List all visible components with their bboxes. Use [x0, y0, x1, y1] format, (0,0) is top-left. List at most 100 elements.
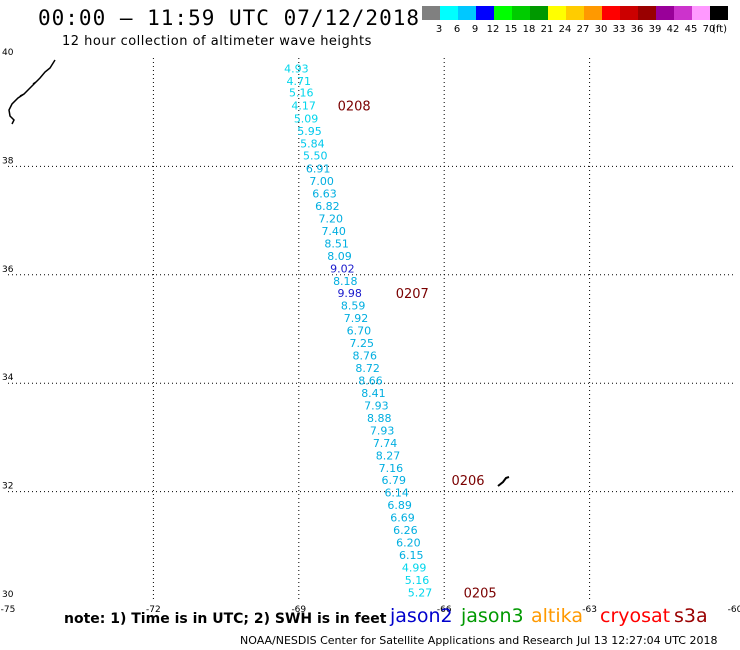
swh-value: 5.09 [294, 113, 319, 126]
lat-tick-label: 40 [2, 48, 14, 58]
lon-tick-label: -75 [1, 605, 16, 615]
legend-swatch [476, 6, 494, 20]
lon-tick-label: -63 [582, 605, 597, 615]
swh-value: 8.41 [361, 387, 386, 400]
swh-value: 6.70 [347, 325, 372, 338]
legend-label: 24 [558, 24, 572, 35]
time-label: 0208 [338, 100, 371, 115]
swh-value: 8.66 [358, 374, 383, 387]
legend-label: 18 [522, 24, 536, 35]
time-label: 0207 [396, 287, 429, 302]
generated-timestamp: Jul 13 12:27:04 UTC 2018 [577, 634, 718, 647]
swh-value: 8.09 [327, 250, 352, 263]
swh-value: 8.18 [333, 275, 358, 288]
coastline-outline [8, 59, 56, 125]
swh-value: 7.20 [319, 212, 344, 225]
legend-swatch [656, 6, 674, 20]
legend-label: 45 [684, 24, 698, 35]
swh-value: 7.74 [373, 437, 398, 450]
legend-label: 39 [648, 24, 662, 35]
legend-swatch [602, 6, 620, 20]
swh-value: 6.79 [382, 474, 407, 487]
lat-tick-label: 30 [2, 590, 14, 600]
legend-swatch [494, 6, 512, 20]
swh-value: 7.92 [344, 312, 369, 325]
satellite-label-altika: altika [531, 605, 583, 627]
swh-value: 8.72 [355, 362, 380, 375]
legend-label: 27 [576, 24, 590, 35]
time-label: 0206 [451, 474, 484, 489]
swh-value: 5.16 [289, 87, 314, 100]
swh-value: 4.17 [291, 100, 316, 113]
credit-line: NOAA/NESDIS Center for Satellite Applica… [240, 634, 574, 647]
swh-value: 5.84 [300, 138, 325, 151]
page-subtitle: 12 hour collection of altimeter wave hei… [62, 34, 372, 49]
satellite-label-cryosat: cryosat [600, 605, 671, 627]
swh-value: 7.16 [379, 462, 404, 475]
time-label: 0205 [464, 586, 497, 601]
legend-label: 3 [435, 24, 443, 35]
legend-label: 15 [504, 24, 518, 35]
legend-swatch [584, 6, 602, 20]
swh-value: 9.98 [337, 287, 362, 300]
legend-label: 30 [594, 24, 608, 35]
swh-value: 7.00 [309, 175, 334, 188]
legend-label: 36 [630, 24, 644, 35]
lat-tick-label: 32 [2, 482, 13, 492]
page-title: 00:00 – 11:59 UTC 07/12/2018 [38, 6, 421, 30]
legend-swatch [620, 6, 638, 20]
swh-value: 4.93 [284, 62, 309, 75]
swh-value: 8.59 [341, 300, 366, 313]
legend-label: 12 [486, 24, 500, 35]
legend-label: 6 [453, 24, 461, 35]
legend-swatch [674, 6, 692, 20]
swh-value: 6.91 [306, 163, 331, 176]
swh-value: 7.93 [370, 424, 395, 437]
swh-value: 6.89 [387, 499, 412, 512]
legend-swatch [566, 6, 584, 20]
legend-label: 33 [612, 24, 626, 35]
swh-value: 5.16 [405, 574, 430, 587]
swh-value: 5.50 [303, 150, 328, 163]
legend-label: 9 [471, 24, 479, 35]
swh-value: 7.25 [350, 337, 375, 350]
legend-swatch [530, 6, 548, 20]
lat-tick-label: 38 [2, 156, 14, 166]
swh-value: 4.99 [402, 561, 427, 574]
swh-value: 9.02 [330, 262, 355, 275]
legend-label: 21 [540, 24, 554, 35]
swh-value: 6.26 [393, 524, 418, 537]
swh-value: 8.76 [352, 350, 377, 363]
legend-label: 42 [666, 24, 680, 35]
footer-note: note: 1) Time is in UTC; 2) SWH is in fe… [64, 611, 387, 627]
legend-swatch [548, 6, 566, 20]
legend-swatch [512, 6, 530, 20]
swh-value: 8.51 [324, 237, 349, 250]
swh-value: 6.69 [390, 512, 415, 525]
swh-value: 6.20 [396, 537, 421, 550]
lat-tick-label: 36 [2, 265, 14, 275]
legend-swatch [692, 6, 710, 20]
island-outline [497, 476, 510, 487]
swh-value: 4.71 [287, 75, 312, 88]
satellite-label-jason2: jason2 [390, 605, 453, 627]
swh-value: 6.63 [312, 188, 337, 201]
swh-value: 8.88 [367, 412, 392, 425]
lon-tick-label: -69 [291, 605, 306, 615]
swh-value: 5.27 [408, 586, 433, 599]
swh-value: 7.40 [321, 225, 346, 238]
lon-tick-label: -66 [437, 605, 452, 615]
swh-value: 6.82 [315, 200, 340, 213]
lon-tick-label: -72 [146, 605, 161, 615]
lon-tick-label: -60 [728, 605, 740, 615]
lat-tick-label: 34 [2, 373, 14, 383]
satellite-label-jason3: jason3 [461, 605, 524, 627]
swh-value: 8.27 [376, 449, 401, 462]
satellite-label-s3a: s3a [674, 605, 708, 627]
swh-value: 5.95 [297, 125, 322, 138]
swh-value: 6.14 [384, 487, 409, 500]
legend-unit: (ft) [712, 24, 728, 35]
legend-swatch [710, 6, 728, 20]
